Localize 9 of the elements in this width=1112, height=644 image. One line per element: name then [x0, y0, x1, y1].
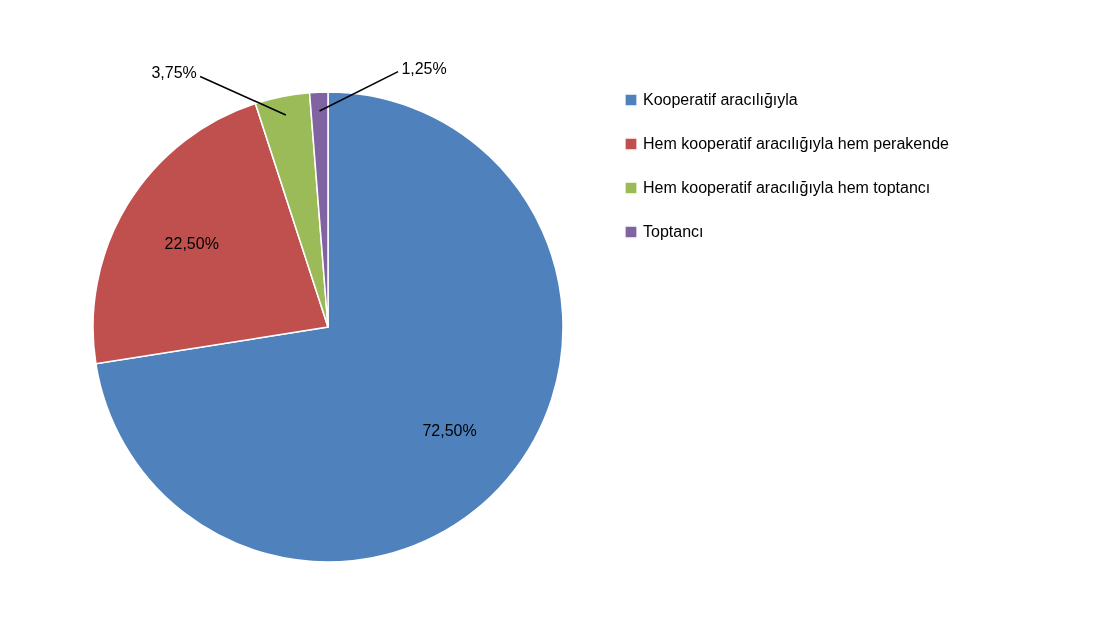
data-label: 72,50%	[422, 421, 477, 439]
legend-label: Toptancı	[643, 223, 704, 240]
pie-slice	[95, 91, 564, 563]
data-label: 3,75%	[151, 64, 197, 82]
data-label: 22,50%	[164, 234, 219, 252]
legend-label: Hem kooperatif aracılığıyla hem toptancı	[643, 179, 931, 196]
data-label: 1,25%	[401, 59, 447, 77]
legend-label: Kooperatif aracılığıyla	[643, 91, 798, 108]
legend-label: Hem kooperatif aracılığıyla hem perakende	[643, 135, 950, 152]
